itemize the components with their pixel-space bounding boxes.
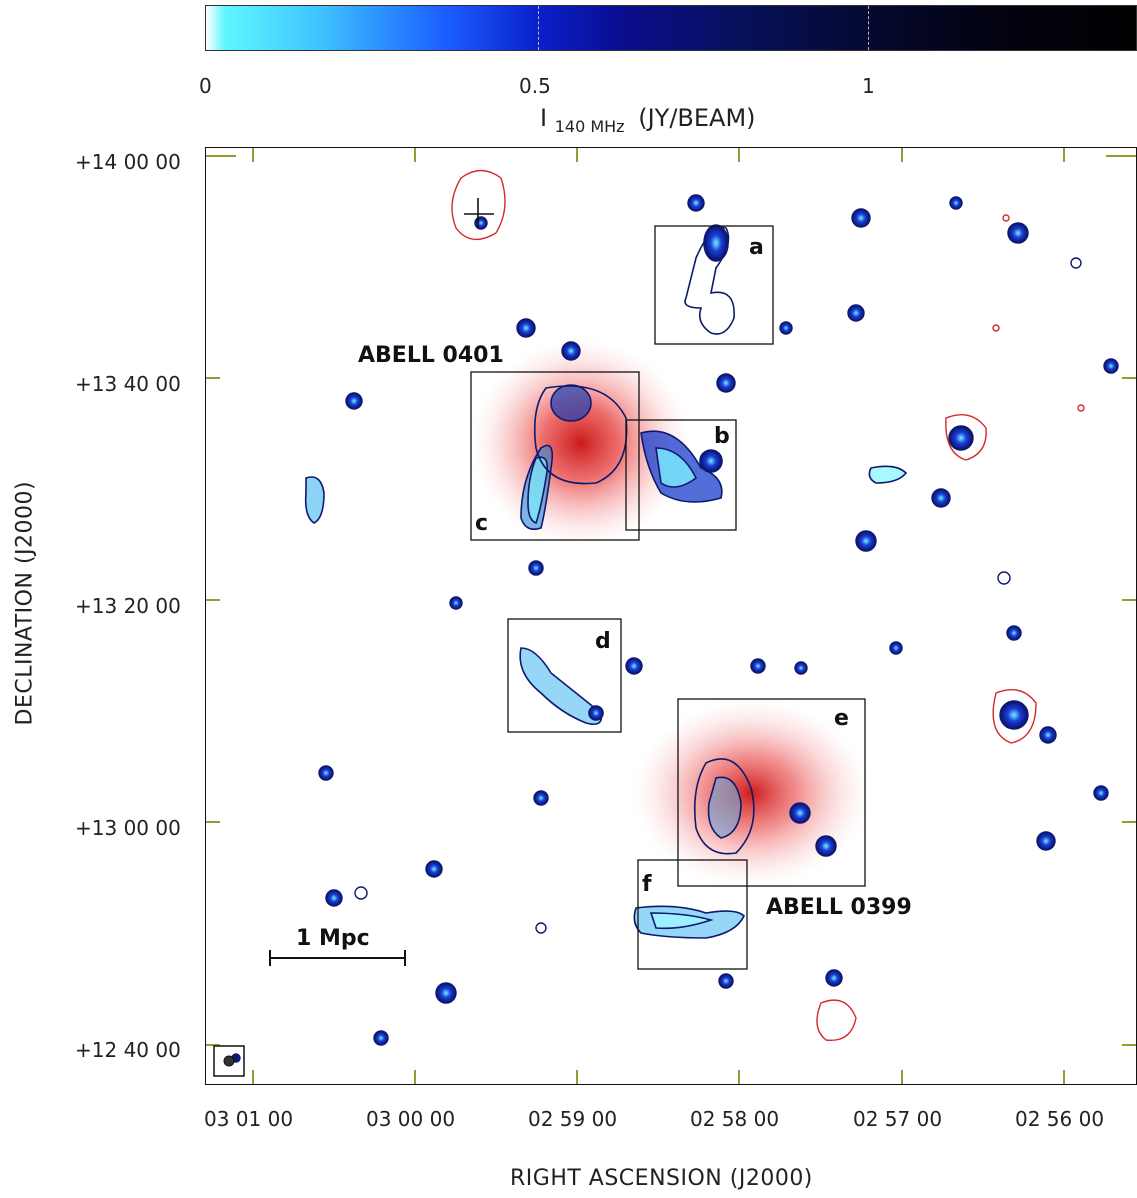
box-label-a: a (749, 235, 764, 260)
colorbar-tick-1: 1 (862, 74, 875, 98)
x-tick-label: 03 00 00 (366, 1107, 456, 1131)
box-label-d: d (595, 629, 611, 654)
y-tick-label: +13 40 00 (75, 372, 181, 396)
cluster-label-abell-0401: ABELL 0401 (358, 343, 504, 368)
compact-sources (231, 194, 1119, 1063)
x-tick-label: 02 56 00 (1015, 1107, 1105, 1131)
x-tick-label: 02 57 00 (853, 1107, 943, 1131)
radio-map-panel: a b c d e f ABELL 0401 ABELL 0399 1 Mpc (205, 147, 1137, 1085)
y-tick-label: +13 00 00 (75, 816, 181, 840)
red-contours (451, 169, 1085, 1042)
colorbar-tick-0: 0 (199, 74, 212, 98)
x-tick-label: 02 59 00 (528, 1107, 618, 1131)
x-tick-label: 03 01 00 (204, 1107, 294, 1131)
box-label-f: f (642, 872, 652, 897)
box-label-c: c (475, 511, 488, 536)
y-tick-label: +12 40 00 (75, 1038, 181, 1062)
cluster-label-abell-0399: ABELL 0399 (766, 895, 912, 920)
scale-bar-label: 1 Mpc (296, 926, 370, 951)
box-f (637, 859, 748, 970)
y-tick-label: +13 20 00 (75, 594, 181, 618)
y-axis-label: DECLINATION (J2000) (12, 480, 38, 726)
scale-bar: 1 Mpc (269, 926, 406, 966)
colorbar-gridline (538, 6, 539, 50)
colorbar-title: I 140 MHz (JY/BEAM) (540, 104, 756, 136)
axis-ticks (206, 148, 1136, 1084)
box-label-e: e (834, 706, 849, 731)
x-axis-label: RIGHT ASCENSION (J2000) (510, 1166, 813, 1191)
beam-box (213, 1045, 245, 1077)
colorbar-title-unit: (JY/BEAM) (638, 104, 756, 132)
box-labels: a b c d e f (475, 235, 849, 897)
colorbar-gridline (868, 6, 869, 50)
colorbar-title-main: I (540, 104, 548, 132)
extended-sources (304, 224, 908, 939)
abell-0399-halo (631, 698, 871, 888)
colorbar-tick-0.5: 0.5 (519, 74, 551, 98)
box-label-b: b (714, 424, 730, 449)
region-boxes (470, 225, 866, 970)
position-cross-marker (464, 198, 494, 228)
colorbar (205, 5, 1137, 51)
box-e (677, 698, 866, 887)
x-tick-label: 02 58 00 (690, 1107, 780, 1131)
colorbar-title-sub: 140 MHz (554, 117, 625, 136)
box-a (654, 225, 774, 345)
radio-map-svg: a b c d e f ABELL 0401 ABELL 0399 1 Mpc (206, 148, 1136, 1084)
box-c (470, 371, 640, 541)
box-b (625, 419, 737, 531)
y-tick-label: +14 00 00 (75, 150, 181, 174)
box-d (507, 618, 622, 733)
